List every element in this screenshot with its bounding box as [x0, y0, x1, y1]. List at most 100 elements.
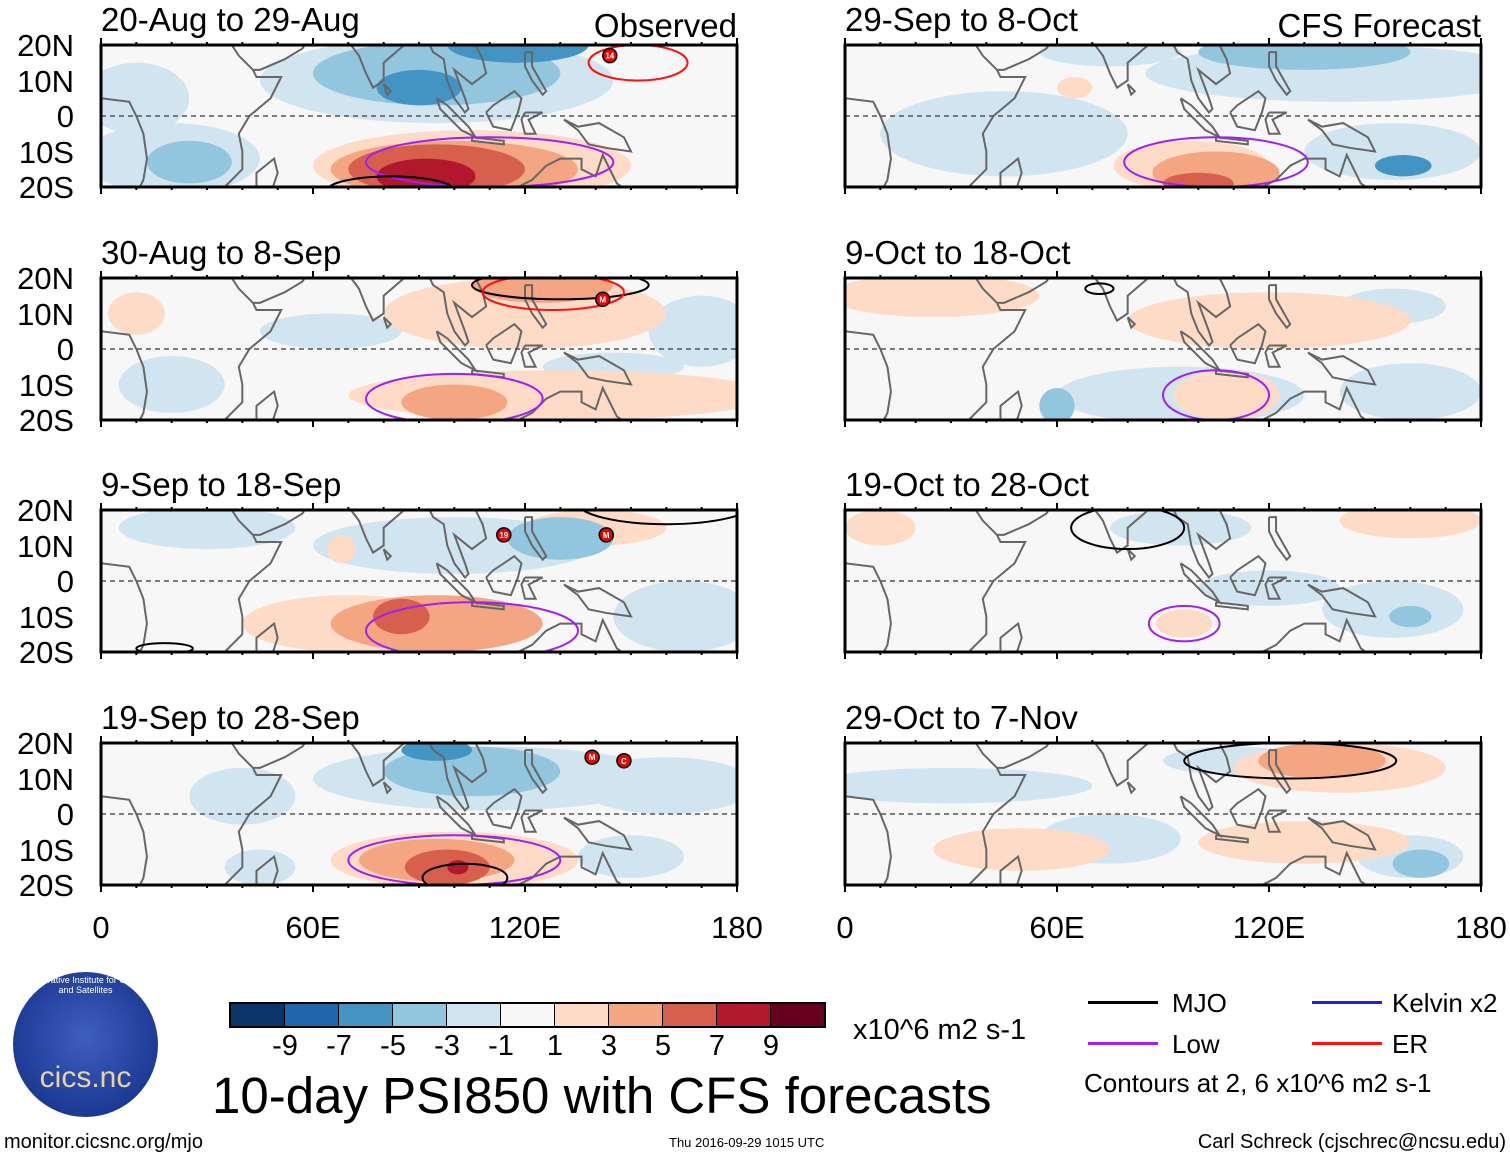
coastline [471, 601, 505, 611]
coastline [520, 576, 544, 600]
anomaly-region [401, 384, 508, 420]
anomaly-region [1173, 370, 1280, 420]
lat-tick-label: 10S [18, 134, 74, 170]
mjo-contour [135, 642, 194, 652]
coastline [1268, 749, 1292, 795]
colorbar-tick-label: -7 [326, 1030, 352, 1062]
lat-tick-label: 20N [17, 261, 74, 296]
anomaly-region [1198, 45, 1411, 70]
colorbar-tick-label: 5 [654, 1030, 672, 1062]
mjo-contour [1070, 510, 1186, 551]
lat-tick-label: 10N [17, 761, 74, 797]
low-contour [365, 136, 615, 187]
map-panel [843, 503, 1483, 659]
coastline [1126, 781, 1137, 795]
coastline [252, 743, 306, 769]
colorbar-tick-label: -5 [380, 1030, 406, 1062]
low-contour [347, 834, 562, 885]
footer-url: monitor.cicsnc.org/mjo [4, 1131, 203, 1153]
anomaly-region [933, 828, 1110, 871]
mjo-contour [1183, 743, 1398, 780]
coastline [845, 562, 892, 652]
coastline [252, 45, 306, 71]
colorbar-swatch [501, 1004, 555, 1026]
coastline [1093, 510, 1232, 579]
coastline [1264, 576, 1288, 600]
coastline [967, 45, 1027, 187]
coastline [524, 749, 548, 795]
mjo-contour [421, 862, 509, 885]
coastline [1259, 850, 1368, 885]
coastline [524, 284, 548, 330]
panel-title: 19-Sep to 28-Sep [101, 699, 360, 736]
cyclone-marker: C [616, 753, 632, 769]
colorbar-tick-label: 1 [546, 1030, 564, 1062]
lon-tick-label: 120E [488, 910, 562, 945]
coastline [1307, 351, 1377, 386]
anomaly-region [1039, 45, 1181, 67]
coastline [999, 854, 1023, 885]
cyclone-marker: M [598, 527, 615, 543]
anomaly-region [648, 295, 737, 367]
cyclone-label: 14 [605, 52, 614, 61]
cics-logo: Cooperative Institute for Climate and Sa… [13, 972, 158, 1117]
coastline [845, 795, 892, 885]
coastline [967, 743, 1027, 885]
lon-tick-label: 180 [1455, 910, 1507, 945]
coastline [1215, 834, 1249, 844]
panel-title: 20-Aug to 29-Aug [101, 1, 360, 38]
colorbar-swatch [447, 1004, 501, 1026]
anomaly-region [1198, 821, 1411, 864]
mjo-contour [1084, 282, 1115, 295]
map-panel: 14 [99, 38, 739, 194]
anomaly-region [1039, 388, 1075, 420]
anomaly-region [101, 62, 190, 134]
coastline [255, 389, 279, 420]
anomaly-region [578, 757, 737, 814]
coastline [967, 278, 1027, 420]
coastline [515, 850, 624, 885]
lat-tick-label: 10N [17, 63, 74, 99]
low-contour [365, 601, 579, 652]
lat-tick-label: 20S [18, 170, 74, 205]
lat-tick-label: 10S [18, 599, 74, 635]
map-panel [843, 736, 1483, 892]
anomaly-region [260, 313, 402, 349]
coastline [515, 152, 624, 187]
coastline [1229, 89, 1267, 132]
anomaly-region [404, 849, 490, 885]
anomaly-region [1198, 570, 1340, 606]
anomaly-region [327, 534, 356, 564]
coastline [520, 344, 544, 368]
coastline [349, 45, 488, 114]
lat-tick-label: 10S [18, 832, 74, 868]
map-panel: M [99, 271, 739, 427]
anomaly-region [613, 581, 737, 652]
lat-tick-label: 0 [56, 332, 74, 367]
cyclone-label: M [599, 295, 606, 304]
coastline [563, 351, 633, 386]
coastline [1269, 260, 1276, 271]
anomaly-region [845, 278, 1040, 318]
cyclone-label: C [621, 757, 627, 766]
colorbar-swatch [393, 1004, 447, 1026]
coastline [1269, 725, 1276, 736]
coastline [1269, 492, 1276, 503]
coastline [1229, 322, 1267, 365]
coastline [1126, 316, 1137, 330]
coastline [1264, 111, 1288, 135]
er-contour [481, 278, 625, 311]
coastline [1229, 787, 1267, 830]
legend-mjo: MJO [1172, 988, 1227, 1018]
panel-title: 29-Sep to 8-Oct [845, 1, 1078, 38]
anomaly-region [189, 767, 296, 825]
low-contour [365, 372, 544, 420]
er-contour [587, 45, 689, 82]
coastline [1229, 554, 1267, 597]
coastline [1093, 278, 1232, 347]
anomaly-region [108, 292, 165, 335]
anomaly-region [1392, 849, 1450, 878]
coastline [1307, 118, 1377, 153]
colorbar-tick-label: -1 [488, 1030, 514, 1062]
